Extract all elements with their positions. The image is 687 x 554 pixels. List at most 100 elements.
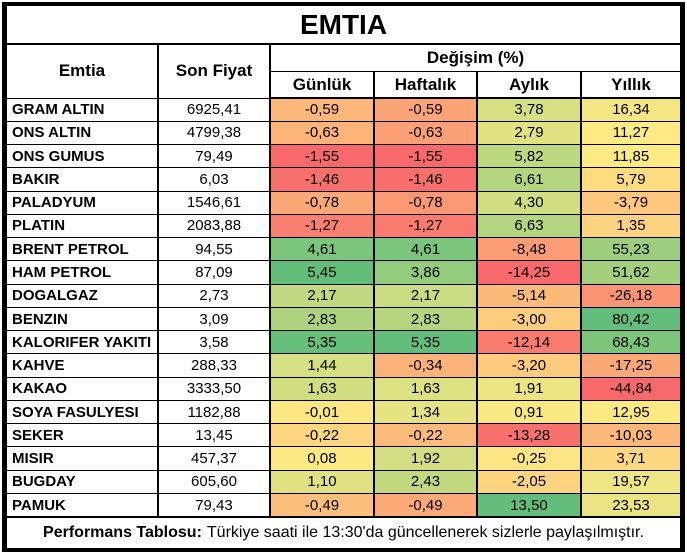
change-cell-aylik: -12,14 — [476, 330, 582, 355]
change-cell-yillik: -44,84 — [580, 376, 682, 401]
last-price: 2083,88 — [157, 213, 271, 239]
change-cell-haftalik: -1,55 — [373, 144, 478, 169]
table-row: KAKAO 3333,50 1,63 1,63 1,91 -44,84 — [5, 376, 682, 401]
last-price: 2,73 — [157, 283, 271, 308]
change-cell-haftalik: -1,27 — [373, 213, 478, 239]
commodity-name: ONS GUMUS — [5, 144, 159, 169]
commodity-name: GRAM ALTIN — [5, 97, 159, 122]
change-cell-aylik: -3,00 — [476, 306, 582, 332]
change-cell-haftalik: -0,22 — [373, 423, 478, 448]
change-cell-yillik: 12,95 — [580, 399, 682, 425]
column-header-yillik: Yıllık — [580, 71, 682, 99]
change-cell-gunluk: 4,61 — [269, 237, 375, 262]
table-row: PALADYUM 1546,61 -0,78 -0,78 4,30 -3,79 — [5, 190, 682, 215]
change-cell-haftalik: 4,61 — [373, 237, 478, 262]
change-cell-aylik: -8,48 — [476, 237, 582, 262]
commodity-name: PAMUK — [5, 493, 159, 518]
change-cell-gunluk: 1,63 — [269, 376, 375, 401]
column-header-haftalik: Haftalık — [373, 71, 478, 99]
change-cell-gunluk: 1,44 — [269, 353, 375, 378]
column-header-degisim-group: Değişim (%) — [269, 43, 682, 72]
table-row: KALORIFER YAKITI 3,58 5,35 5,35 -12,14 68,43 — [5, 330, 682, 355]
change-cell-gunluk: -1,46 — [269, 167, 375, 192]
change-cell-haftalik: 5,35 — [373, 330, 478, 355]
table-row: GRAM ALTIN 6925,41 -0,59 -0,59 3,78 16,34 — [5, 97, 682, 122]
change-cell-haftalik: 1,92 — [373, 446, 478, 471]
change-cell-gunluk: -1,27 — [269, 213, 375, 239]
change-cell-haftalik: 1,63 — [373, 376, 478, 401]
change-cell-yillik: 5,79 — [580, 167, 682, 192]
change-cell-aylik: 5,82 — [476, 144, 582, 169]
commodity-name: ONS ALTIN — [5, 120, 159, 146]
change-cell-yillik: 11,27 — [580, 120, 682, 146]
column-header-emtia: Emtia — [5, 43, 159, 99]
commodity-name: DOGALGAZ — [5, 283, 159, 308]
change-cell-haftalik: -0,34 — [373, 353, 478, 378]
change-cell-haftalik: 3,86 — [373, 260, 478, 285]
change-cell-yillik: -26,18 — [580, 283, 682, 308]
change-cell-yillik: 51,62 — [580, 260, 682, 285]
table-row: HAM PETROL 87,09 5,45 3,86 -14,25 51,62 — [5, 260, 682, 285]
change-cell-haftalik: 1,34 — [373, 399, 478, 425]
column-header-aylik: Aylık — [476, 71, 582, 99]
table-row: BENZIN 3,09 2,83 2,83 -3,00 80,42 — [5, 306, 682, 332]
table-row: SEKER 13,45 -0,22 -0,22 -13,28 -10,03 — [5, 423, 682, 448]
change-cell-aylik: 6,63 — [476, 213, 582, 239]
commodity-name: KAHVE — [5, 353, 159, 378]
change-cell-gunluk: -0,01 — [269, 399, 375, 425]
change-cell-aylik: -2,05 — [476, 469, 582, 495]
change-cell-gunluk: -0,22 — [269, 423, 375, 448]
change-cell-gunluk: 2,17 — [269, 283, 375, 308]
last-price: 1546,61 — [157, 190, 271, 215]
change-cell-haftalik: -1,46 — [373, 167, 478, 192]
last-price: 3,09 — [157, 306, 271, 332]
change-cell-haftalik: 2,17 — [373, 283, 478, 308]
table-row: ONS ALTIN 4799,38 -0,63 -0,63 2,79 11,27 — [5, 120, 682, 146]
change-cell-gunluk: 1,10 — [269, 469, 375, 495]
header-row-1: Emtia Son Fiyat Değişim (%) — [5, 43, 682, 99]
commodity-name: SEKER — [5, 423, 159, 448]
commodity-name: BENZIN — [5, 306, 159, 332]
change-cell-yillik: 1,35 — [580, 213, 682, 239]
last-price: 605,60 — [157, 469, 271, 495]
change-cell-aylik: -0,25 — [476, 446, 582, 471]
table-row: PLATIN 2083,88 -1,27 -1,27 6,63 1,35 — [5, 213, 682, 239]
change-cell-aylik: -3,20 — [476, 353, 582, 378]
table-row: BUGDAY 605,60 1,10 2,43 -2,05 19,57 — [5, 469, 682, 495]
change-cell-gunluk: -0,59 — [269, 97, 375, 122]
change-cell-aylik: -13,28 — [476, 423, 582, 448]
change-cell-yillik: 55,23 — [580, 237, 682, 262]
change-cell-gunluk: -0,49 — [269, 493, 375, 518]
change-cell-gunluk: -1,55 — [269, 144, 375, 169]
last-price: 288,33 — [157, 353, 271, 378]
change-cell-haftalik: 2,43 — [373, 469, 478, 495]
change-cell-aylik: -5,14 — [476, 283, 582, 308]
commodity-name: KAKAO — [5, 376, 159, 401]
column-header-gunluk: Günlük — [269, 71, 375, 99]
change-cell-haftalik: -0,59 — [373, 97, 478, 122]
table-row: ONS GUMUS 79,49 -1,55 -1,55 5,82 11,85 — [5, 144, 682, 169]
change-cell-haftalik: -0,49 — [373, 493, 478, 518]
change-cell-aylik: 4,30 — [476, 190, 582, 215]
change-cell-yillik: -10,03 — [580, 423, 682, 448]
table-row: MISIR 457,37 0,08 1,92 -0,25 3,71 — [5, 446, 682, 471]
change-cell-gunluk: -0,78 — [269, 190, 375, 215]
change-cell-yillik: 80,42 — [580, 306, 682, 332]
table-row: DOGALGAZ 2,73 2,17 2,17 -5,14 -26,18 — [5, 283, 682, 308]
commodity-name: KALORIFER YAKITI — [5, 330, 159, 355]
commodity-table: EMTIA Emtia Son Fiyat Değişim (%) Günlük… — [5, 5, 682, 549]
change-cell-yillik: 68,43 — [580, 330, 682, 355]
change-cell-yillik: -3,79 — [580, 190, 682, 215]
last-price: 6925,41 — [157, 97, 271, 122]
footer-note-label: Performans Tablosu: — [43, 524, 202, 541]
last-price: 4799,38 — [157, 120, 271, 146]
change-cell-haftalik: 2,83 — [373, 306, 478, 332]
last-price: 87,09 — [157, 260, 271, 285]
last-price: 3333,50 — [157, 376, 271, 401]
change-cell-aylik: -14,25 — [476, 260, 582, 285]
change-cell-yillik: 11,85 — [580, 144, 682, 169]
change-cell-aylik: 3,78 — [476, 97, 582, 122]
change-cell-yillik: -17,25 — [580, 353, 682, 378]
commodity-name: HAM PETROL — [5, 260, 159, 285]
